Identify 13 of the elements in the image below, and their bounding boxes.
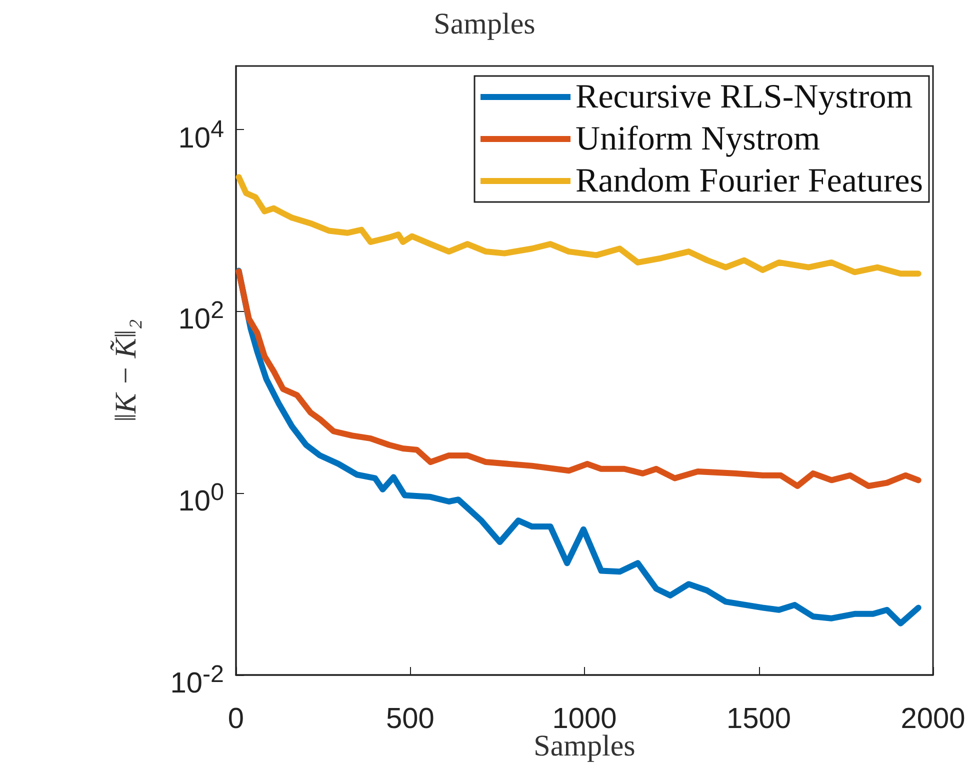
- y-tick-label: 10$^{2}$: [178, 296, 224, 338]
- x-tick-label: 500: [385, 702, 436, 736]
- y-tick-label: 10$^{0}$: [178, 478, 224, 519]
- legend-label: Random Fourier Features: [576, 162, 924, 200]
- y-tick-label: 10$^{-2}$: [170, 660, 224, 701]
- x-tick-label: 1500: [725, 702, 792, 736]
- x-tick-label: 2000: [900, 702, 966, 736]
- legend-label: Uniform Nystrom: [576, 120, 820, 158]
- y-axis-title: ‖K − K̃‖₂: [110, 319, 142, 422]
- legend-label: Recursive RLS-Nystrom: [576, 78, 913, 116]
- y-tick-label: 10$^{4}$: [178, 114, 224, 156]
- x-tick-label: 0: [226, 702, 246, 736]
- chart-title: Samples: [434, 8, 536, 40]
